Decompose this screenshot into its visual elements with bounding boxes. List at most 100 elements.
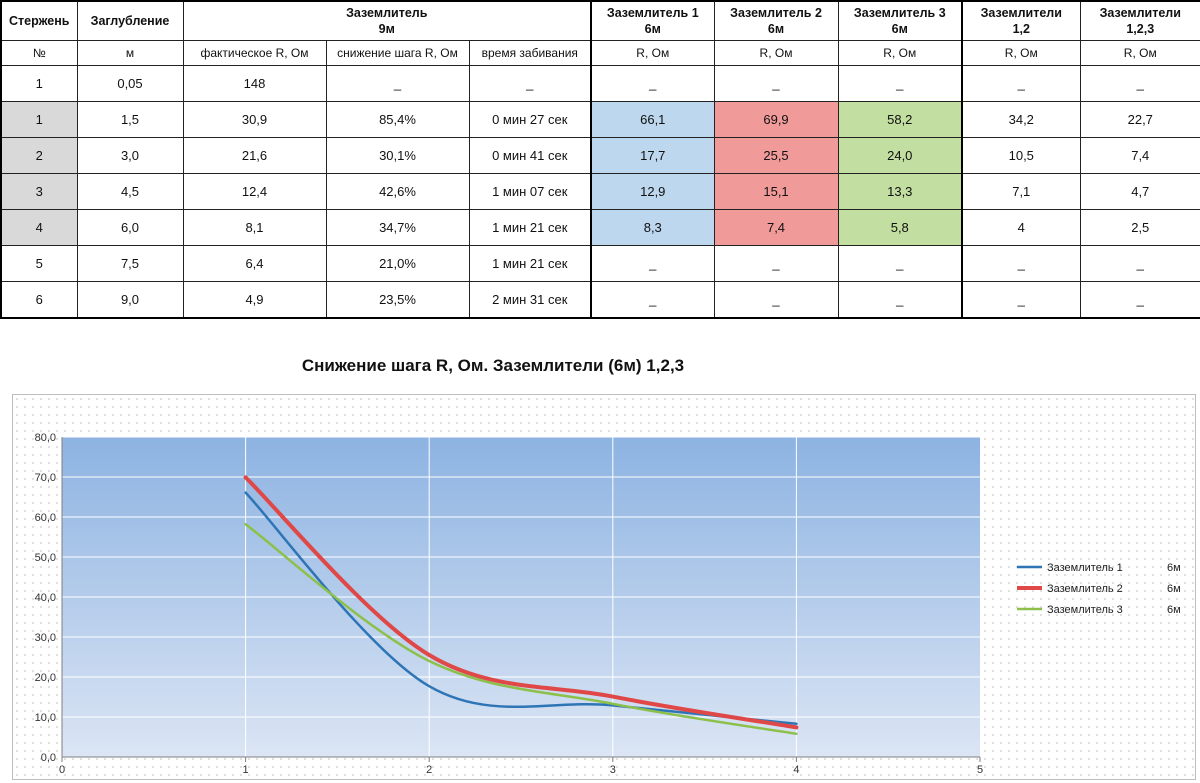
legend-suffix: 6м [1167, 604, 1181, 616]
legend-suffix: 6м [1167, 583, 1181, 595]
cell-actual-r: 8,1 [182, 209, 327, 246]
cell-g3: _ [837, 281, 963, 319]
subheader-r2: R, Ом [713, 40, 839, 66]
cell-num: 2 [0, 137, 78, 174]
cell-num: 6 [0, 281, 78, 319]
cell-g2: _ [713, 245, 839, 282]
cell-g2: _ [713, 65, 839, 102]
subheader-unit-m: м [76, 40, 184, 66]
cell-depth: 4,5 [76, 173, 184, 210]
cell-step-r: 85,4% [325, 101, 470, 138]
cell-depth: 0,05 [76, 65, 184, 102]
subheader-num: № [0, 40, 78, 66]
y-tick-label: 0,0 [41, 752, 56, 764]
cell-actual-r: 6,4 [182, 245, 327, 282]
legend-suffix: 6м [1167, 562, 1181, 574]
cell-step-r: 34,7% [325, 209, 470, 246]
subheader-r12: R, Ом [961, 40, 1081, 66]
series-line-3 [244, 522, 798, 736]
table-row: 1 0,05 148 _ _ _ _ _ _ _ [0, 65, 1200, 102]
header-grounding-3-length: 6м [891, 22, 908, 36]
series-line-2 [243, 475, 799, 730]
subheader-r3: R, Ом [837, 40, 963, 66]
y-tick-label: 10,0 [35, 712, 56, 724]
cell-time: 2 мин 31 сек [468, 281, 592, 319]
line-chart: 0,0 10,0 20,0 30,0 40,0 50,0 60,0 70,0 80,0 0 1 2 3 4… [35, 432, 1181, 776]
subheader-actual-r: фактическое R, Ом [182, 40, 327, 66]
header-grounding-2-length: 6м [767, 22, 785, 36]
cell-g12: 7,1 [961, 173, 1081, 210]
header-grounding-12-title: Заземлители [980, 6, 1062, 20]
header-grounding-123-title: Заземлители [1099, 6, 1181, 20]
cell-g3: _ [837, 65, 963, 102]
subheader-time: время забивания [468, 40, 592, 66]
y-tick-label: 20,0 [35, 672, 56, 684]
legend-label: Заземлитель 3 [1047, 604, 1123, 616]
chart-title: Снижение шага R, Ом. Заземлители (6м) 1,… [301, 356, 685, 375]
header-rod: Стержень [0, 0, 78, 41]
cell-g12: 10,5 [961, 137, 1081, 174]
cell-g12: _ [961, 245, 1081, 282]
cell-g1: 8,3 [590, 209, 715, 246]
cell-actual-r: 4,9 [182, 281, 327, 319]
y-tick-label: 80,0 [35, 432, 56, 444]
cell-depth: 3,0 [76, 137, 184, 174]
cell-num: 1 [0, 101, 78, 138]
cell-step-r: 42,6% [325, 173, 470, 210]
header-grounding-1-title: Заземлитель 1 [606, 6, 699, 20]
data-table: Стержень Заглубление Заземлитель 9м Зазем… [0, 0, 1200, 319]
chart-area: 0,0 10,0 20,0 30,0 40,0 50,0 60,0 70,0 80,0 0 1 2 3 4… [12, 394, 1196, 780]
subheader-step-r: снижение шага R, Ом [325, 40, 470, 66]
cell-step-r: 21,0% [325, 245, 470, 282]
cell-step-r: 30,1% [325, 137, 470, 174]
cell-g2: _ [713, 281, 839, 319]
header-depth: Заглубление [76, 0, 184, 41]
cell-depth: 6,0 [76, 209, 184, 246]
header-grounding-1: Заземлитель 1 6м [590, 0, 715, 41]
cell-g123: _ [1079, 65, 1200, 102]
cell-num: 5 [0, 245, 78, 282]
y-tick-label: 70,0 [35, 472, 56, 484]
table-row: 3 4,5 12,4 42,6% 1 мин 07 сек 12,9 15,1 … [0, 173, 1200, 210]
header-grounding-123-sub: 1,2,3 [1126, 22, 1155, 36]
table-row: 1 1,5 30,9 85,4% 0 мин 27 сек 66,1 69,9 … [0, 101, 1200, 138]
cell-g1: 12,9 [590, 173, 715, 210]
header-rod-9m: Заземлитель 9м [182, 0, 592, 41]
y-tick-label: 30,0 [35, 632, 56, 644]
header-grounding-2: Заземлитель 2 6м [713, 0, 839, 41]
cell-time: 1 мин 07 сек [468, 173, 592, 210]
cell-actual-r: 148 [182, 65, 327, 102]
cell-num: 4 [0, 209, 78, 246]
header-grounding-123: Заземлители 1,2,3 [1079, 0, 1200, 41]
cell-g2: 7,4 [713, 209, 839, 246]
x-tick-label: 2 [426, 764, 432, 776]
cell-num: 1 [0, 65, 78, 102]
cell-g2: 15,1 [713, 173, 839, 210]
header-grounding-12: Заземлители 1,2 [961, 0, 1081, 41]
x-tick-label: 4 [793, 764, 799, 776]
cell-time: 1 мин 21 сек [468, 209, 592, 246]
cell-depth: 7,5 [76, 245, 184, 282]
cell-g3: 58,2 [837, 101, 963, 138]
x-tick-label: 5 [977, 764, 983, 776]
cell-g12: _ [961, 65, 1081, 102]
cell-g12: 34,2 [961, 101, 1081, 138]
cell-g3: 24,0 [837, 137, 963, 174]
cell-g1: 66,1 [590, 101, 715, 138]
y-tick-label: 50,0 [35, 552, 56, 564]
header-grounding-3: Заземлитель 3 6м [837, 0, 963, 41]
cell-time: 0 мин 41 сек [468, 137, 592, 174]
cell-g3: 5,8 [837, 209, 963, 246]
header-grounding-1-length: 6м [644, 22, 661, 36]
cell-depth: 1,5 [76, 101, 184, 138]
cell-g1: _ [590, 281, 715, 319]
subheader-r123: R, Ом [1079, 40, 1200, 66]
subheader-r1: R, Ом [590, 40, 715, 66]
cell-time: 0 мин 27 сек [468, 101, 592, 138]
x-tick-label: 1 [243, 764, 249, 776]
table-row: 4 6,0 8,1 34,7% 1 мин 21 сек 8,3 7,4 5,8… [0, 209, 1200, 246]
table-row: 6 9,0 4,9 23,5% 2 мин 31 сек _ _ _ _ _ [0, 281, 1200, 319]
table-row: 2 3,0 21,6 30,1% 0 мин 41 сек 17,7 25,5 … [0, 137, 1200, 174]
header-grounding-12-sub: 1,2 [1012, 22, 1030, 36]
legend-label: Заземлитель 1 [1047, 562, 1123, 574]
